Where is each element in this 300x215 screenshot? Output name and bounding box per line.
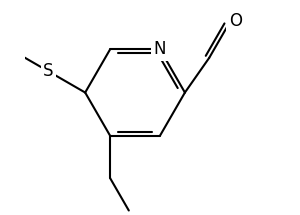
Text: O: O xyxy=(229,12,242,31)
Text: N: N xyxy=(154,40,166,58)
Text: S: S xyxy=(43,62,54,80)
